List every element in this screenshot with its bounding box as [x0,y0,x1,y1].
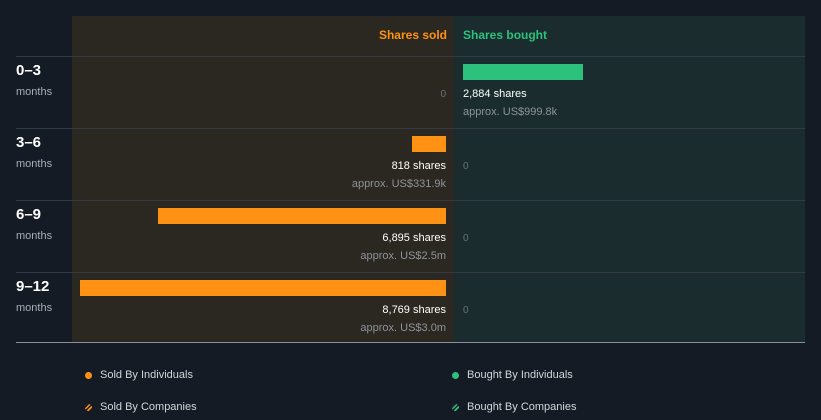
sold-value-label: approx. US$3.0m [360,322,446,334]
period-unit-label: months [16,302,53,314]
sold-bar [411,136,446,152]
sold-shares-label: 6,895 shares [382,232,446,244]
legend-item: Bought By Companies [452,401,576,413]
sold-value-label: approx. US$2.5m [360,250,446,262]
shares-sold-header: Shares sold [378,28,447,42]
dot-icon [85,371,92,379]
hatched-dot-icon [452,403,459,411]
row-divider [16,200,805,201]
legend-label: Bought By Companies [467,401,577,413]
hatched-dot-icon [85,403,92,411]
period-unit-label: months [16,158,53,170]
row-divider [16,56,805,57]
period-unit-label: months [16,86,53,98]
period-label: 0–3 [16,62,42,79]
legend-item: Bought By Individuals [452,369,573,381]
legend-label: Sold By Individuals [100,369,193,381]
bought-value-label: approx. US$999.8k [463,106,558,118]
sold-shares-label: 818 shares [391,160,446,172]
bought-zero-label: 0 [463,233,469,244]
legend-label: Sold By Companies [100,401,197,413]
legend-label: Bought By Individuals [467,369,573,381]
bought-bar [463,64,584,80]
dot-icon [452,371,459,379]
sold-bar [158,208,446,224]
row-divider [16,128,805,129]
axis-line [16,342,805,343]
period-label: 9–12 [16,278,50,295]
sold-value-label: approx. US$331.9k [351,178,446,190]
bought-shares-label: 2,884 shares [463,88,527,100]
bought-zero-label: 0 [463,305,469,316]
sold-zero-label: 0 [440,89,446,100]
period-label: 6–9 [16,206,42,223]
shares-bought-header: Shares bought [463,28,548,42]
legend-item: Sold By Companies [85,401,197,413]
bought-zero-label: 0 [463,161,469,172]
period-unit-label: months [16,230,53,242]
sold-shares-label: 8,769 shares [382,304,446,316]
sold-bar [80,280,446,296]
row-divider [16,272,805,273]
period-label: 3–6 [16,134,42,151]
legend-item: Sold By Individuals [85,369,193,381]
